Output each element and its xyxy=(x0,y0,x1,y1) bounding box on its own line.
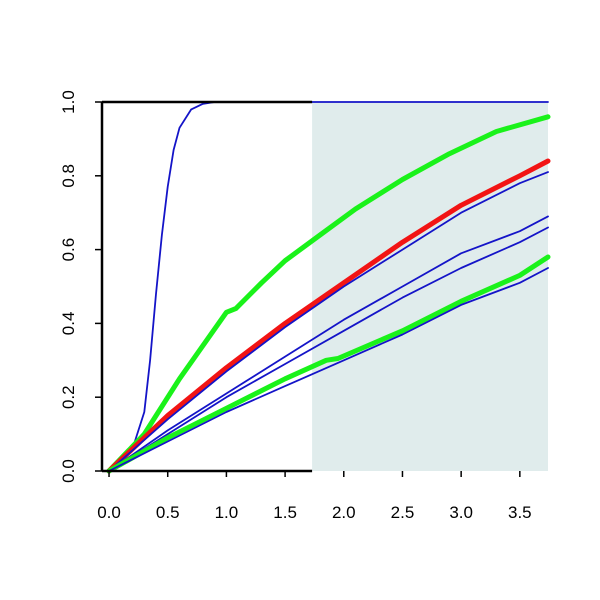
axes-layer: 0.0 0.5 1.0 1.5 2.0 2.5 3.0 3.5 0.0 0.2 0.4 0.6 0.8 1… xyxy=(59,90,532,522)
y-tick-label: 1.0 xyxy=(59,90,78,114)
x-tick-label: 2.0 xyxy=(332,503,356,522)
x-tick-label: 1.0 xyxy=(215,503,239,522)
series-line-4-blue xyxy=(108,171,549,472)
series-layer xyxy=(106,101,551,474)
shaded-region xyxy=(312,102,548,471)
x-tick-label: 3.5 xyxy=(508,503,532,522)
y-tick-label: 0.8 xyxy=(59,164,78,188)
x-tick-label: 0.0 xyxy=(97,503,121,522)
y-tick-label: 0.0 xyxy=(59,459,78,483)
y-tick-label: 0.4 xyxy=(59,312,78,336)
series-line-7-green xyxy=(106,254,551,474)
series-line-5-blue xyxy=(108,215,549,472)
plot-background xyxy=(312,102,548,471)
series-line-2-green xyxy=(106,114,551,474)
x-tick-label: 2.5 xyxy=(391,503,415,522)
y-tick-label: 0.2 xyxy=(59,385,78,409)
series-line-3-red xyxy=(106,158,551,474)
series-line-8-blue xyxy=(108,267,549,472)
x-tick-label: 0.5 xyxy=(156,503,180,522)
x-tick-label: 1.5 xyxy=(273,503,297,522)
y-tick-label: 0.6 xyxy=(59,238,78,262)
x-tick-label: 3.0 xyxy=(449,503,473,522)
series-line-6-blue xyxy=(108,226,549,472)
